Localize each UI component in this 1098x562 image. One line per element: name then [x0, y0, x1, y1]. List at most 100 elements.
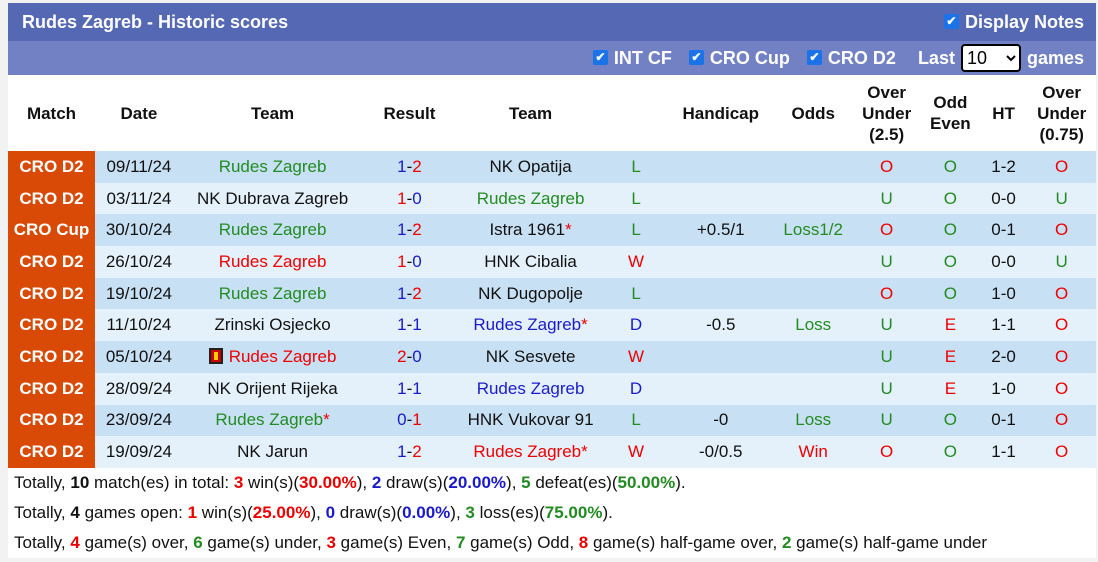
- summary-segment: game(s) Odd,: [465, 532, 579, 552]
- away-team: Rudes Zagreb: [473, 442, 582, 462]
- checkbox-checked-icon[interactable]: ✔: [592, 49, 608, 65]
- away-team-cell[interactable]: Rudes Zagreb*: [456, 436, 605, 468]
- outcome-cell: L: [604, 151, 668, 183]
- home-team-cell[interactable]: NK Orijent Rijeka: [182, 372, 363, 405]
- home-team-cell[interactable]: Rudes Zagreb: [182, 341, 363, 373]
- league-cell[interactable]: CRO D2: [8, 309, 96, 342]
- away-team-cell[interactable]: HNK Cibalia: [456, 246, 605, 278]
- home-score: 1: [397, 220, 407, 240]
- filter-cro-cup[interactable]: ✔ CRO Cup: [688, 48, 790, 69]
- result-cell[interactable]: 1-2: [362, 214, 457, 247]
- summary-segment: Totally,: [14, 502, 71, 522]
- result-cell[interactable]: 1-1: [362, 309, 457, 342]
- away-team-cell[interactable]: Rudes Zagreb: [456, 372, 605, 405]
- league-cell[interactable]: CRO D2: [8, 277, 96, 310]
- summary-segment: 7: [455, 532, 466, 552]
- home-team-cell[interactable]: Rudes Zagreb: [182, 151, 363, 183]
- odds-cell: Win: [774, 436, 853, 468]
- over-under-cell: U: [852, 309, 921, 342]
- table-row: CRO D2 23/09/24 Rudes Zagreb* 0-1 HNK Vukova…: [8, 404, 1096, 437]
- odd-even-cell: O: [920, 182, 980, 215]
- summary-segment: 0.00%: [402, 502, 451, 522]
- filter-int-cf[interactable]: ✔ INT CF: [592, 48, 672, 69]
- home-team: Rudes Zagreb: [218, 156, 327, 176]
- home-score: 1: [397, 188, 407, 208]
- away-team-cell[interactable]: NK Opatija: [456, 151, 605, 183]
- result-cell[interactable]: 1-2: [362, 436, 457, 468]
- checkbox-checked-icon[interactable]: ✔: [806, 49, 822, 65]
- away-team: Rudes Zagreb: [476, 378, 585, 398]
- result-cell[interactable]: 1-2: [362, 277, 457, 310]
- summary-segment: Totally,: [14, 472, 71, 492]
- last-games-select[interactable]: 10: [960, 44, 1021, 72]
- result-cell[interactable]: 1-0: [362, 182, 457, 215]
- column-header: Result: [383, 103, 436, 123]
- summary-segment: draw(s)(: [381, 472, 449, 492]
- result-cell[interactable]: 0-1: [362, 404, 457, 437]
- away-team-cell[interactable]: Rudes Zagreb*: [456, 309, 605, 342]
- away-team-cell[interactable]: Istra 1961*: [456, 214, 605, 247]
- summary-line: Totally, 10 match(es) in total: 3 win(s)…: [8, 468, 1096, 498]
- away-score: 1: [412, 378, 422, 398]
- handicap-cell: +0.5/1: [667, 214, 775, 247]
- away-team-cell[interactable]: HNK Vukovar 91: [456, 404, 605, 437]
- summary-segment: 0: [325, 502, 336, 522]
- home-team: NK Orijent Rijeka: [207, 378, 338, 398]
- home-team: Rudes Zagreb: [215, 410, 324, 430]
- outcome-cell: L: [604, 214, 668, 247]
- result-cell[interactable]: 1-1: [362, 372, 457, 405]
- outcome-cell: L: [604, 182, 668, 215]
- date-cell: 05/10/24: [95, 341, 183, 373]
- summary-segment: 3: [233, 472, 244, 492]
- display-notes-toggle[interactable]: ✔ Display Notes: [943, 12, 1084, 33]
- summary-segment: game(s) under,: [202, 532, 327, 552]
- home-team-cell[interactable]: Rudes Zagreb: [182, 277, 363, 310]
- away-team: NK Opatija: [489, 156, 572, 176]
- league-cell[interactable]: CRO D2: [8, 246, 96, 278]
- away-team-cell[interactable]: NK Sesvete: [456, 341, 605, 373]
- over-under-cell: O: [852, 436, 921, 468]
- summary-segment: defeat(es)(: [530, 472, 618, 492]
- league-cell[interactable]: CRO D2: [8, 341, 96, 373]
- league-cell[interactable]: CRO D2: [8, 372, 96, 405]
- filter-cro-d2[interactable]: ✔ CRO D2: [806, 48, 896, 69]
- summary-segment: game(s) Even,: [335, 532, 456, 552]
- home-team-cell[interactable]: NK Jarun: [182, 436, 363, 468]
- result-cell[interactable]: 2-0: [362, 341, 457, 373]
- score-separator: -: [406, 188, 413, 208]
- home-team-cell[interactable]: NK Dubrava Zagreb: [182, 182, 363, 215]
- column-header: Over Under (2.5): [862, 82, 912, 144]
- result-cell[interactable]: 1-2: [362, 151, 457, 183]
- home-team-cell[interactable]: Rudes Zagreb*: [182, 404, 363, 437]
- home-team-cell[interactable]: Rudes Zagreb: [182, 214, 363, 247]
- league-cell[interactable]: CRO D2: [8, 436, 96, 468]
- checkbox-checked-icon[interactable]: ✔: [688, 49, 704, 65]
- handicap-cell: [667, 151, 775, 183]
- games-label: games: [1026, 47, 1084, 68]
- result-cell[interactable]: 1-0: [362, 246, 457, 278]
- away-team-cell[interactable]: NK Dugopolje: [456, 277, 605, 310]
- over-under-cell: U: [852, 246, 921, 278]
- league-cell[interactable]: CRO D2: [8, 182, 96, 215]
- table-row: CRO D2 28/09/24 NK Orijent Rijeka 1-1 Rudes …: [8, 372, 1096, 405]
- ht-cell: 1-0: [979, 372, 1028, 405]
- odds-cell: Loss: [774, 309, 853, 342]
- checkbox-checked-icon[interactable]: ✔: [943, 13, 959, 29]
- league-cell[interactable]: CRO D2: [8, 151, 96, 183]
- summary-segment: 50.00%: [617, 472, 676, 492]
- away-team: NK Dugopolje: [478, 283, 584, 303]
- league-cell[interactable]: CRO Cup: [8, 214, 96, 247]
- away-team-cell[interactable]: Rudes Zagreb: [456, 182, 605, 215]
- odds-cell: [774, 372, 853, 405]
- over-under-cell: U: [852, 404, 921, 437]
- away-score: 2: [412, 283, 422, 303]
- away-score: 2: [412, 156, 422, 176]
- date-cell: 23/09/24: [95, 404, 183, 437]
- summary-segment: 2: [781, 532, 792, 552]
- last-label: Last: [917, 47, 955, 68]
- home-team-cell[interactable]: Zrinski Osjecko: [182, 309, 363, 342]
- league-cell[interactable]: CRO D2: [8, 404, 96, 437]
- home-team-cell[interactable]: Rudes Zagreb: [182, 246, 363, 278]
- away-team: HNK Cibalia: [484, 251, 577, 271]
- summary-segment: 6: [193, 532, 203, 552]
